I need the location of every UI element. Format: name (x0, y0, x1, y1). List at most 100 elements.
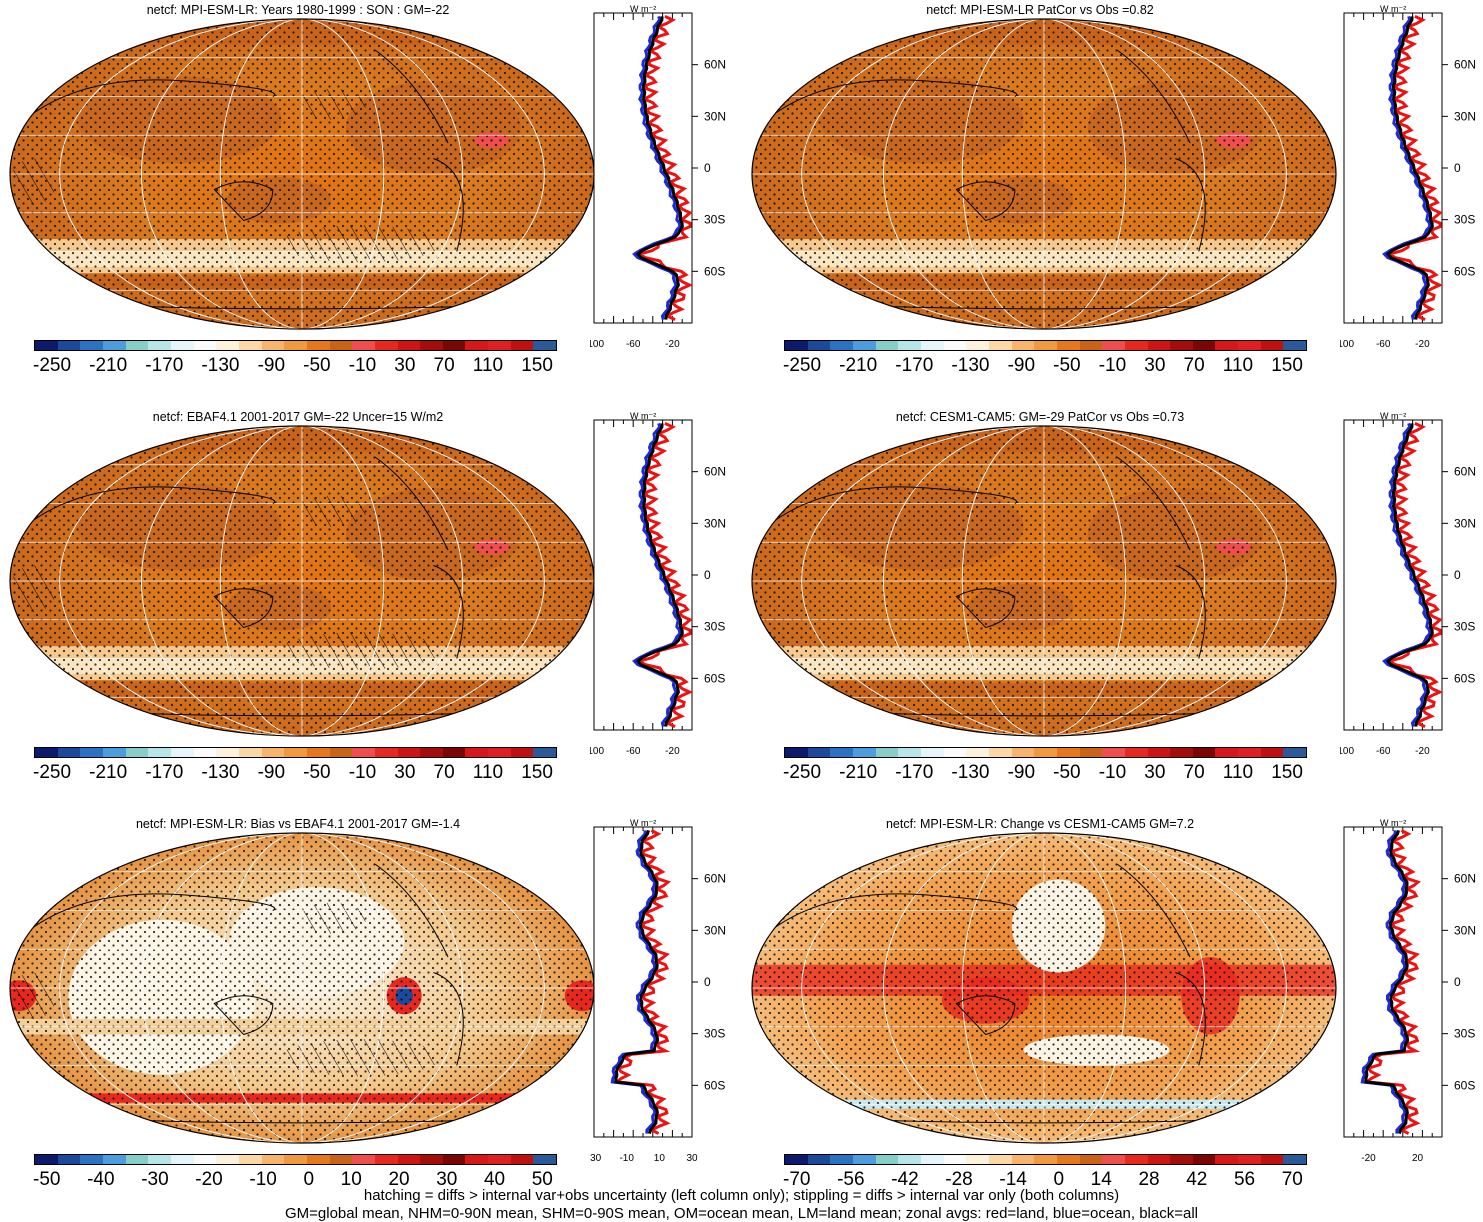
lat-label: 30N (704, 109, 726, 123)
lat-label: 0 (704, 975, 711, 989)
colorbar-tick-label: 30 (1144, 355, 1166, 376)
colorbar-tick-label: -50 (1053, 355, 1081, 376)
lat-label: 0 (704, 161, 711, 175)
colorbar-tick-label: 150 (521, 762, 553, 783)
zonal-mean-plot: 60N 30N 0 30S 60S W m⁻² -100 -60 -20 (1340, 5, 1476, 350)
colorbar-tick-label: 14 (1090, 1169, 1112, 1190)
colorbar-tick-label: 30 (394, 355, 416, 376)
panel-title: netcf: MPI-ESM-LR: Years 1980-1999 : SON… (146, 3, 450, 17)
panel-title: netcf: MPI-ESM-LR PatCor vs Obs =0.82 (926, 3, 1154, 17)
colorbar-tick-label: -50 (1053, 762, 1081, 783)
colorbar-tick-label: 0 (303, 1169, 315, 1190)
zonal-mean-plot: 60N 30N 0 30S 60S W m⁻² -100 -60 -20 (590, 5, 726, 350)
lat-label: 60N (704, 465, 726, 479)
lat-label: 30S (704, 213, 725, 227)
colorbar-tick-label: -90 (1007, 355, 1036, 376)
lat-label: 30S (704, 620, 725, 634)
colorbar-tick-label: 70 (1281, 1169, 1303, 1190)
zonal-x-tick: 30 (686, 1153, 698, 1164)
footnote-line-1: hatching = diffs > internal var+obs unce… (363, 1187, 1120, 1204)
colorbar-tick-label: -50 (33, 1169, 61, 1190)
colorbar-tick-label: 70 (433, 355, 455, 376)
zonal-x-tick: -20 (1415, 339, 1430, 350)
panel-title: netcf: MPI-ESM-LR: Change vs CESM1-CAM5 … (885, 817, 1195, 831)
unit-label: W m⁻² (1380, 819, 1406, 828)
colorbar-tick-label: 150 (1271, 762, 1303, 783)
lat-label: 60N (704, 58, 726, 72)
colorbar-tick-label: -130 (201, 355, 240, 376)
colorbar-tick-label: -250 (33, 762, 72, 783)
zonal-x-tick: 20 (1412, 1153, 1424, 1164)
colorbar-tick-label: -130 (201, 762, 240, 783)
colorbar-tick-label: -42 (891, 1169, 919, 1190)
lat-label: 30N (704, 923, 726, 937)
colorbar-tick-label: -130 (951, 355, 990, 376)
colorbar-tick-label: -90 (257, 355, 286, 376)
zonal-mean-plot: 60N 30N 0 30S 60S W m⁻² -100 -60 -20 (590, 412, 726, 757)
colorbar (784, 747, 1307, 758)
colorbar-tick-label: -250 (783, 762, 822, 783)
colorbar-tick-label: -30 (141, 1169, 169, 1190)
lat-label: 60N (1454, 465, 1476, 479)
panel-title: netcf: MPI-ESM-LR: Bias vs EBAF4.1 2001-… (135, 817, 461, 831)
colorbar-tick-label: 110 (1222, 762, 1254, 783)
colorbar-tick-label: -250 (33, 355, 72, 376)
zonal-x-tick: -100 (590, 339, 604, 350)
footnote-line-2: GM=global mean, NHM=0-90N mean, SHM=0-90… (284, 1205, 1198, 1222)
colorbar (34, 1154, 557, 1165)
colorbar-labels: -250 -210 -170 -130 -90 -50 -10 30 70 110 150 (33, 355, 553, 377)
colorbar-tick-label: -50 (303, 762, 331, 783)
colorbar-tick-label: 30 (394, 762, 416, 783)
world-map (751, 425, 1337, 737)
lat-label: 60S (704, 264, 725, 278)
lat-label: 30S (1454, 620, 1475, 634)
zonal-mean-plot: 60N 30N 0 30S 60S W m⁻² -20 20 (1343, 819, 1476, 1164)
world-map (751, 832, 1337, 1144)
colorbar-tick-label: -210 (839, 355, 878, 376)
colorbar-tick-label: 56 (1233, 1169, 1256, 1190)
colorbar-tick-label: -10 (249, 1169, 277, 1190)
zonal-x-tick: -100 (1340, 339, 1354, 350)
zonal-x-tick: -20 (665, 746, 680, 757)
colorbar-labels: -250 -210 -170 -130 -90 -50 -10 30 70 110 150 (783, 762, 1303, 784)
lat-label: 30N (1454, 516, 1476, 530)
panel-title: netcf: CESM1-CAM5: GM=-29 PatCor vs Obs … (895, 410, 1185, 424)
colorbar-tick-label: -14 (999, 1169, 1027, 1190)
zonal-x-tick: -20 (1361, 1153, 1376, 1164)
colorbar-tick-label: 40 (483, 1169, 506, 1190)
colorbar-tick-label: 110 (472, 355, 504, 376)
colorbar-tick-label: -210 (839, 762, 878, 783)
colorbar-tick-label: 110 (472, 762, 504, 783)
panel-title: netcf: EBAF4.1 2001-2017 GM=-22 Uncer=15… (152, 410, 444, 424)
colorbar-tick-label: -10 (348, 762, 377, 783)
zonal-x-tick: -100 (1340, 746, 1354, 757)
world-map (9, 832, 595, 1144)
lat-label: 30S (704, 1027, 725, 1041)
colorbar-labels: -70 -56 -42 -28 -14 0 14 28 42 56 70 (783, 1169, 1303, 1191)
colorbar (34, 340, 557, 351)
lat-label: 60N (704, 872, 726, 886)
lat-label: 60S (704, 1078, 725, 1092)
zonal-x-tick: -100 (590, 746, 604, 757)
zonal-mean-plot: 60N 30N 0 30S 60S W m⁻² -100 -60 -20 (1340, 412, 1476, 757)
zonal-x-tick: -60 (1376, 746, 1391, 757)
colorbar-tick-label: 28 (1138, 1169, 1160, 1190)
colorbar-tick-label: -90 (1007, 762, 1036, 783)
lat-label: 60S (1454, 671, 1475, 685)
zonal-mean-plot: 60N 30N 0 30S 60S W m⁻² -30 -10 10 30 (590, 819, 726, 1164)
colorbar-tick-label: 10 (340, 1169, 362, 1190)
unit-label: W m⁻² (1380, 412, 1406, 421)
colorbar-tick-label: 150 (521, 355, 553, 376)
colorbar-tick-label: -10 (1098, 355, 1127, 376)
unit-label: W m⁻² (630, 819, 656, 828)
colorbar (784, 340, 1307, 351)
colorbar-tick-label: -130 (951, 762, 990, 783)
colorbar-labels: -250 -210 -170 -130 -90 -50 -10 30 70 110 150 (783, 355, 1303, 377)
lat-label: 0 (1454, 975, 1461, 989)
zonal-x-tick: -10 (619, 1153, 634, 1164)
colorbar-tick-label: 30 (1144, 762, 1166, 783)
colorbar-tick-label: -28 (945, 1169, 973, 1190)
lat-label: 30N (704, 516, 726, 530)
lat-label: 30N (1454, 109, 1476, 123)
